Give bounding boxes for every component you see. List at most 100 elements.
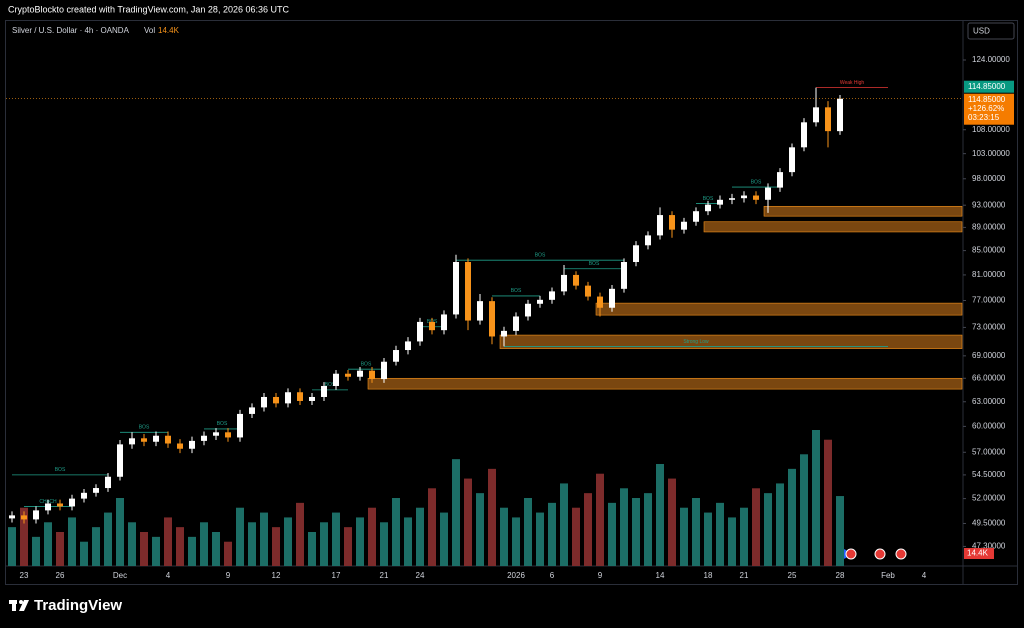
volume-bar <box>692 498 700 566</box>
candle-body <box>273 396 279 404</box>
event-icon[interactable] <box>895 548 907 560</box>
candle-body <box>681 221 687 230</box>
candle-body <box>177 443 183 449</box>
logo <box>9 600 29 611</box>
candle-body <box>453 262 459 315</box>
volume-bar <box>380 522 388 566</box>
candle-body <box>753 195 759 200</box>
candle-body <box>129 438 135 445</box>
currency[interactable]: USD <box>973 27 990 36</box>
volume-bar <box>116 498 124 566</box>
volume-bar <box>608 502 616 566</box>
volume-bar <box>800 454 808 566</box>
volume-bar <box>344 527 352 566</box>
x-tick-label: 24 <box>416 571 425 580</box>
candle-body <box>333 373 339 386</box>
volume-bar <box>776 483 784 566</box>
volume-bar <box>752 488 760 566</box>
structure-label: BOS <box>361 362 372 368</box>
volume-bar <box>812 430 820 566</box>
volume-bar <box>200 522 208 566</box>
candle-body <box>237 413 243 438</box>
y-tick-label: 60.00000 <box>972 421 1006 430</box>
volume-bar <box>788 468 796 566</box>
volume-bar <box>548 502 556 566</box>
y-tick-label: 77.00000 <box>972 296 1006 305</box>
order-block <box>367 377 963 390</box>
volume-bar <box>584 493 592 566</box>
candle-body <box>549 291 555 300</box>
volume-bar <box>356 517 364 566</box>
volume-bar <box>740 507 748 566</box>
volume-bar <box>284 517 292 566</box>
structure-label: Strong Low <box>683 339 709 345</box>
event-icon[interactable] <box>874 548 886 560</box>
volume-title: Vol <box>144 26 155 35</box>
candle-body <box>813 107 819 123</box>
volume-bar <box>296 502 304 566</box>
logo-shape <box>19 600 29 611</box>
volume-bar <box>440 512 448 566</box>
candle-body <box>21 515 27 520</box>
volume-bar <box>704 512 712 566</box>
x-tick-label: 26 <box>56 571 65 580</box>
candle-body <box>189 440 195 449</box>
candle-body <box>57 503 63 507</box>
volume-bar <box>212 532 220 566</box>
candle-body <box>705 204 711 212</box>
x-tick-label: 25 <box>788 571 797 580</box>
volume-bar <box>128 522 136 566</box>
y-tick-label: 73.00000 <box>972 323 1006 332</box>
currency-button[interactable] <box>967 22 1015 40</box>
volume-bar <box>8 527 16 566</box>
volume-bar <box>188 536 196 566</box>
structure-label: BOS <box>55 467 66 473</box>
x-tick-label: 2026 <box>507 571 525 580</box>
candle-body <box>105 476 111 489</box>
candle-body <box>261 396 267 408</box>
structure-label: BOS <box>217 421 228 427</box>
candle-body <box>357 370 363 377</box>
x-tick-label: 21 <box>740 571 749 580</box>
candle-body <box>213 432 219 436</box>
volume-bar <box>572 507 580 566</box>
candle-body <box>573 274 579 286</box>
event-icon[interactable] <box>845 548 857 560</box>
candle-body <box>345 373 351 377</box>
candle-body <box>381 361 387 380</box>
x-tick-label: 14 <box>656 571 665 580</box>
volume-bar <box>680 507 688 566</box>
candle-body <box>9 515 15 519</box>
x-tick-label: 4 <box>922 571 927 580</box>
candle-body <box>525 303 531 317</box>
candle-body <box>429 321 435 331</box>
candle-body <box>669 215 675 230</box>
volume-bar <box>836 496 844 566</box>
candle-body <box>297 392 303 401</box>
header: CryptoBlockto created with TradingView.c… <box>8 4 289 14</box>
volume-bar <box>524 498 532 566</box>
volume-bar <box>236 507 244 566</box>
candle-body <box>465 262 471 321</box>
logo-shape <box>19 600 23 604</box>
volume-bar <box>20 507 28 566</box>
candle-body <box>585 285 591 297</box>
candle-body <box>837 98 843 132</box>
structure-label: BOS <box>325 382 336 388</box>
y-tick-label: 49.50000 <box>972 519 1006 528</box>
candle-body <box>513 316 519 331</box>
candle-body <box>501 330 507 337</box>
volume-bar <box>68 517 76 566</box>
y-tick-label: 54.50000 <box>972 470 1006 479</box>
x-tick-label: 28 <box>836 571 845 580</box>
countdown-label: 03:23:15 <box>968 113 1000 122</box>
candle-body <box>777 172 783 188</box>
volume-bar <box>404 517 412 566</box>
volume-bar <box>176 527 184 566</box>
volume-bar <box>92 527 100 566</box>
volume-bar <box>596 473 604 566</box>
candle-body <box>69 498 75 507</box>
candle-body <box>393 350 399 362</box>
volume-bar <box>512 517 520 566</box>
